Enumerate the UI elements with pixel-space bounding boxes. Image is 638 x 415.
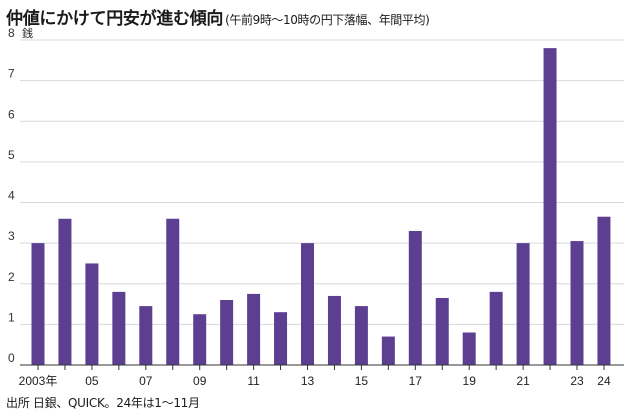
bar-2010 — [220, 300, 234, 365]
bar-2024 — [597, 216, 611, 365]
bar-2016 — [381, 336, 395, 365]
bar-2023 — [570, 241, 584, 365]
y-axis-ticks: 0 1 2 3 4 5 6 7 8 — [8, 26, 15, 365]
x-tick-label: 21 — [516, 374, 530, 388]
bar-2006 — [112, 291, 126, 365]
x-tick-label: 09 — [193, 374, 207, 388]
bar-2014 — [327, 295, 341, 365]
bar-2019 — [462, 332, 476, 365]
bar-2018 — [435, 297, 449, 365]
x-tick-label: 17 — [409, 374, 423, 388]
bar-2004 — [58, 218, 72, 365]
x-tick-label: 15 — [355, 374, 369, 388]
bar-2015 — [354, 306, 368, 365]
bar-2021 — [516, 243, 530, 365]
y-tick-label: 4 — [8, 189, 15, 203]
bar-2013 — [301, 243, 314, 365]
y-tick-label: 2 — [8, 270, 15, 284]
x-tick-label: 23 — [570, 374, 584, 388]
bar-2008 — [166, 218, 180, 365]
y-axis-unit-label: 銭 — [22, 27, 33, 40]
x-tick-label: 24 — [597, 374, 611, 388]
x-tick-label: 19 — [463, 374, 477, 388]
bar-2020 — [489, 291, 503, 365]
chart-title: 仲値にかけて円安が進む傾向 — [6, 9, 224, 29]
bar-2011 — [247, 293, 261, 365]
gridlines — [20, 39, 624, 325]
bar-2017 — [408, 230, 422, 365]
bar-2012 — [274, 312, 288, 365]
y-tick-label: 3 — [8, 229, 15, 243]
bar-2009 — [193, 314, 207, 365]
chart-title-block: 仲値にかけて円安が進む傾向 (午前9時〜10時の円下落幅、年間平均) — [6, 4, 430, 29]
x-tick-label: 05 — [85, 374, 99, 388]
x-tick-label: 13 — [301, 374, 315, 388]
bar-2005 — [85, 263, 99, 365]
bar-2007 — [139, 306, 153, 365]
bar-2003 — [31, 243, 45, 365]
x-tick-label: 11 — [247, 374, 260, 388]
y-tick-label: 1 — [8, 310, 15, 324]
y-tick-label: 8 — [8, 26, 15, 40]
y-tick-label: 0 — [8, 351, 15, 365]
chart-subtitle: (午前9時〜10時の円下落幅、年間平均) — [225, 13, 430, 27]
x-tick-label: 2003年 — [19, 374, 58, 388]
y-tick-label: 5 — [8, 148, 15, 162]
bar-2022 — [543, 48, 557, 365]
source-note: 出所 日銀、QUICK。24年は1〜11月 — [6, 396, 200, 410]
bars — [31, 48, 611, 365]
x-axis-ticks: 2003年 05 07 09 11 13 15 17 19 21 23 24 — [19, 365, 611, 388]
y-tick-label: 7 — [8, 67, 15, 81]
x-tick-label: 07 — [139, 374, 153, 388]
y-tick-label: 6 — [8, 107, 15, 121]
